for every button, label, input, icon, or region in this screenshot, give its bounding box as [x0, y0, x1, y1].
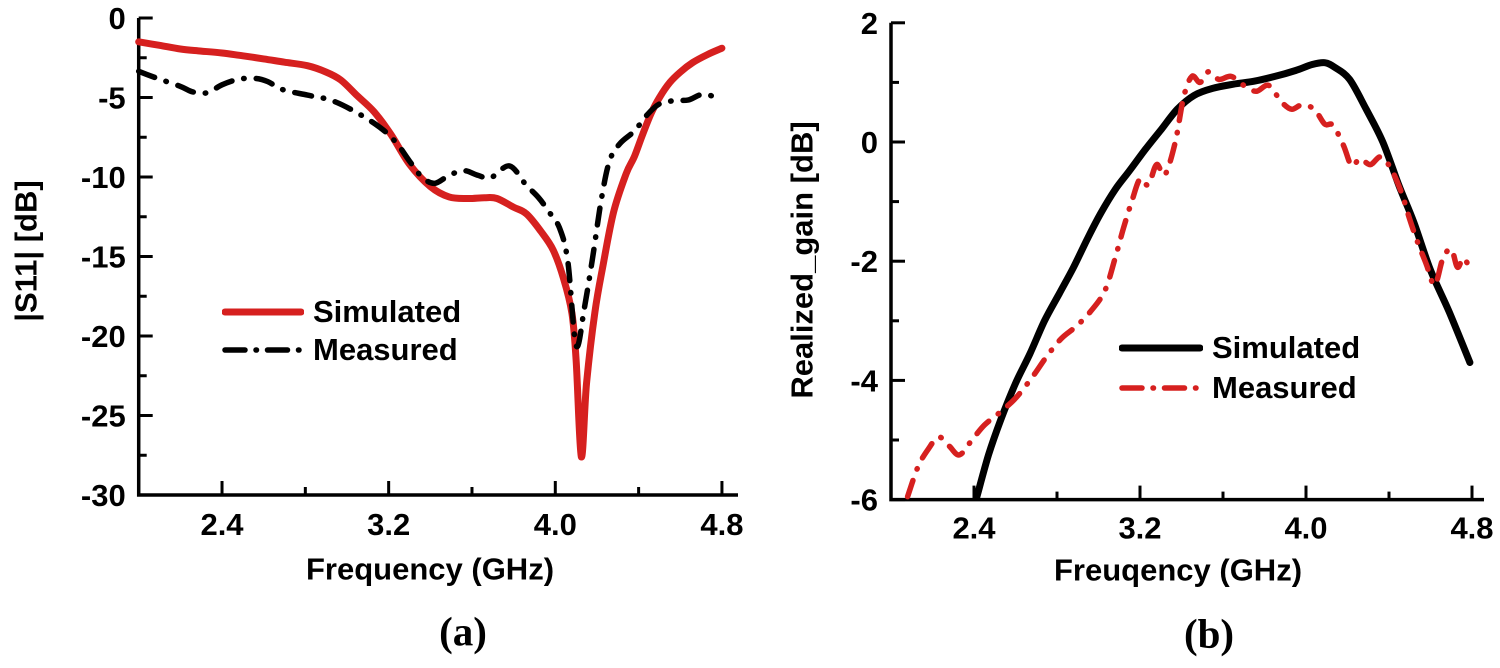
solid-line-swatch-icon — [1119, 344, 1203, 352]
dashdot-line-swatch-icon — [222, 347, 304, 353]
caption-b: (b) — [1183, 610, 1235, 657]
y-tick-label-a: -25 — [81, 399, 126, 434]
y-tick-label-a: -30 — [81, 478, 126, 513]
legend-a: Simulated Measured — [222, 293, 461, 369]
y-tick-label-a: 0 — [108, 1, 125, 36]
x-tick-label-a: 4.8 — [700, 507, 743, 542]
dashdot-line-swatch-icon — [1119, 385, 1203, 391]
y-tick-label-b: -6 — [850, 483, 878, 518]
legend-item-measured-b: Measured — [1119, 368, 1360, 408]
y-axis-label-b: Realized_gain [dB] — [784, 121, 820, 399]
legend-label-simulated-a: Simulated — [313, 294, 462, 329]
legend-label-measured-a: Measured — [313, 332, 458, 367]
legend-item-simulated-b: Simulated — [1119, 328, 1360, 368]
y-tick-label-b: -4 — [850, 363, 878, 398]
series-simulated-a — [135, 38, 726, 461]
y-tick-label-a: -15 — [81, 240, 126, 275]
legend-label-measured-b: Measured — [1212, 370, 1357, 405]
series-measured-a — [135, 68, 725, 350]
series-simulated-b — [972, 59, 1474, 500]
x-tick-label-a: 4.0 — [534, 507, 577, 542]
axis-a — [136, 18, 738, 497]
chart-b: 2.4 3.2 4.0 4.8 2 0 -2 -4 -6 — [850, 6, 1493, 546]
solid-line-swatch-icon — [222, 308, 304, 316]
y-tick-label-b: 2 — [861, 6, 878, 41]
y-axis-label-a: |S11| [dB] — [8, 180, 44, 322]
legend-item-simulated-a: Simulated — [222, 293, 461, 331]
x-tick-label-a: 3.2 — [367, 507, 410, 542]
legend-label-simulated-b: Simulated — [1212, 330, 1361, 365]
caption-a: (a) — [439, 608, 487, 655]
x-tick-label-b: 2.4 — [952, 511, 996, 546]
y-tick-label-a: -20 — [81, 319, 126, 354]
y-tick-label-b: -2 — [850, 244, 878, 279]
x-axis-label-b: Freuqency (GHz) — [1053, 552, 1303, 588]
x-tick-label-a: 2.4 — [200, 507, 244, 542]
series-measured-b — [904, 68, 1475, 500]
x-tick-label-b: 4.0 — [1284, 511, 1327, 546]
chart-a: 2.4 3.2 4.0 4.8 0 -5 -10 -15 -20 -25 -30 — [81, 1, 744, 542]
y-tick-label-a: -10 — [81, 160, 126, 195]
y-tick-label-a: -5 — [98, 81, 126, 116]
legend-b: Simulated Measured — [1119, 328, 1360, 408]
x-tick-label-b: 4.8 — [1450, 511, 1493, 546]
y-tick-label-b: 0 — [861, 125, 878, 160]
x-tick-label-b: 3.2 — [1118, 511, 1161, 546]
x-axis-label-a: Frequency (GHz) — [305, 551, 555, 587]
legend-item-measured-a: Measured — [222, 331, 461, 369]
